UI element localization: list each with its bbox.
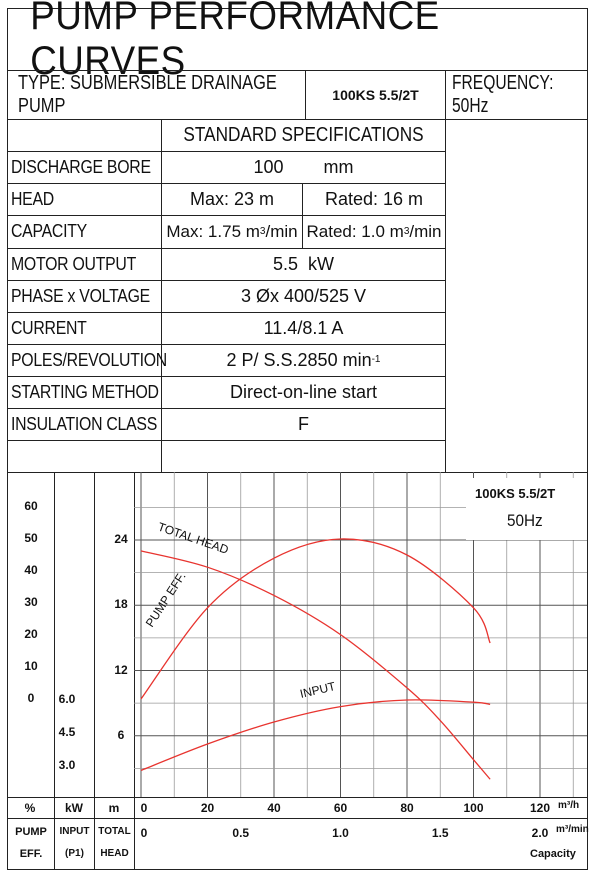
chart-freq-label: 50Hz (504, 511, 546, 531)
x1-tick-label: 60 (333, 801, 348, 815)
input-title-2: (P1) (65, 848, 84, 859)
spec-label-current: CURRENT (11, 317, 87, 338)
x2-tick-label: 1.0 (332, 826, 349, 840)
x2-tick-label: 2.0 (531, 826, 549, 840)
x1-tick-label: 40 (267, 801, 281, 815)
input-tick-label: 6.0 (58, 692, 76, 706)
x1-tick-label: 100 (463, 801, 484, 815)
frequency: FREQUENCY: 50Hz (452, 72, 554, 117)
x2-tick-label: 1.5 (431, 826, 449, 840)
spec-value-insulation: F (298, 413, 309, 434)
spec-value-discharge-bore: 100 mm (253, 156, 354, 177)
spec-label-starting-method: STARTING METHOD (11, 381, 159, 402)
pump-eff-curve (140, 538, 491, 700)
eff-tick-label: 0 (27, 691, 35, 705)
head-tick-label: 18 (114, 597, 128, 612)
pump-eff-label: PUMP EFF. (143, 570, 189, 630)
spec-value-current: 11.4/8.1 A (263, 317, 344, 338)
x1-tick-label: 0 (140, 801, 148, 815)
head-tick-label: 24 (114, 532, 128, 546)
spec-label-discharge-bore: DISCHARGE BORE (11, 156, 151, 177)
eff-tick-label: 10 (24, 659, 38, 673)
head-tick-label: 6 (117, 727, 125, 742)
eff-tick-label: 30 (24, 595, 38, 609)
total-head-label: TOTAL HEAD (156, 520, 231, 557)
head-unit-label: m (108, 801, 120, 815)
x2-tick-label: 0.5 (232, 826, 250, 840)
spec-value-head-rated: Rated: 16 m (324, 188, 424, 209)
model-number: 100KS 5.5/2T (332, 87, 419, 103)
input-tick-label: 4.5 (58, 725, 76, 739)
eff-tick-label: 60 (24, 499, 38, 513)
x1-tick-label: 20 (200, 801, 215, 815)
x2-tick-label: 0 (140, 826, 148, 840)
input-tick-label: 3.0 (58, 758, 76, 772)
head-title-1: TOTAL (98, 826, 131, 837)
eff-tick-label: 40 (24, 563, 38, 577)
x2-unit: m³/min (556, 824, 589, 835)
pump-type: TYPE: SUBMERSIBLE DRAINAGE PUMP (18, 72, 277, 117)
input-unit-label: kW (65, 801, 83, 815)
spec-value-poles: 2 P/ S.S.2850 min -1 (226, 349, 381, 370)
head-title-2: HEAD (100, 848, 129, 859)
spec-label-poles: POLES/REVOLUTION (11, 349, 167, 370)
spec-label-phase-voltage: PHASE x VOLTAGE (11, 285, 150, 306)
spec-label-motor-output: MOTOR OUTPUT (11, 253, 137, 274)
x1-unit: m³/h (558, 800, 580, 811)
input-title-1: INPUT (59, 826, 90, 837)
x1-tick-label: 80 (400, 801, 414, 815)
spec-label-insulation: INSULATION CLASS (11, 413, 158, 434)
spec-value-head-max: Max: 23 m (189, 188, 275, 209)
x1-tick-label: 120 (529, 801, 551, 815)
spec-label-capacity: CAPACITY (11, 221, 87, 241)
eff-title-2: EFF. (19, 848, 43, 860)
x2-caption: Capacity (530, 848, 576, 860)
spec-heading: STANDARD SPECIFICATIONS (183, 123, 424, 146)
eff-unit-label: % (24, 801, 36, 815)
total-head-curve (140, 550, 491, 780)
eff-title-1: PUMP (15, 826, 47, 838)
spec-value-capacity-max: Max: 1.75 m 3/min (166, 221, 298, 241)
eff-tick-label: 20 (24, 627, 38, 641)
spec-value-phase-voltage: 3 Øx 400/525 V (240, 285, 367, 306)
input-curve (140, 699, 491, 772)
spec-value-starting-method: Direct-on-line start (229, 381, 378, 402)
spec-value-motor-output: 5.5 kW (272, 253, 334, 274)
spec-label-head: HEAD (11, 188, 54, 209)
head-tick-label: 12 (114, 662, 128, 677)
input-label: INPUT (299, 679, 338, 701)
chart-model-label: 100KS 5.5/2T (473, 486, 558, 501)
eff-tick-label: 50 (24, 531, 38, 545)
spec-value-capacity-rated: Rated: 1.0 m 3/min (306, 221, 442, 241)
